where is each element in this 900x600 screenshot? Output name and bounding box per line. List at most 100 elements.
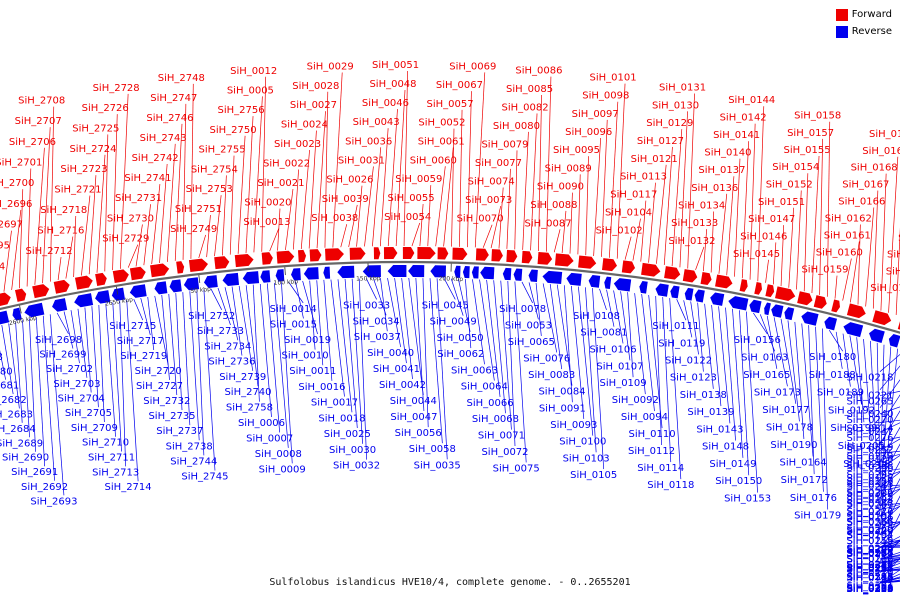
reverse-gene-label: SiH_2739	[219, 372, 266, 383]
reverse-gene-label: SiH_0214	[846, 572, 893, 583]
forward-gene-label: SiH_0046	[362, 98, 409, 109]
label-lines-layer	[0, 70, 900, 584]
reverse-gene-label: SiH_0275	[846, 548, 893, 559]
forward-label-line	[514, 150, 518, 250]
reverse-gene-arrow	[513, 268, 523, 281]
reverse-label-line	[870, 340, 878, 458]
reverse-gene-label: SiH_2698	[35, 335, 82, 346]
forward-gene-label: SiH_2696	[0, 199, 32, 210]
reverse-gene-label: SiH_0284	[846, 560, 893, 571]
reverse-label-line	[828, 329, 843, 352]
reverse-gene-label: SiH_0049	[430, 317, 477, 328]
reverse-gene-label: SiH_0276	[846, 433, 893, 444]
forward-label-line	[749, 123, 756, 280]
reverse-gene-arrow	[203, 275, 218, 289]
forward-gene-label: SiH_0095	[553, 145, 600, 156]
reverse-gene-label: SiH_2710	[82, 438, 129, 449]
forward-gene-label: SiH_0079	[481, 139, 528, 150]
forward-gene-label: SiH_2754	[191, 164, 238, 175]
reverse-gene-label: SiH_0105	[570, 470, 617, 481]
reverse-label-line	[773, 317, 788, 387]
reverse-gene-label: SiH_0304	[846, 584, 893, 595]
reverse-label-line	[0, 350, 6, 380]
legend: Forward Reverse	[835, 6, 892, 40]
forward-gene-arrow	[601, 258, 618, 272]
reverse-gene-label: SiH_0040	[367, 348, 414, 359]
reverse-gene-arrow	[749, 299, 762, 314]
reverse-label-line	[8, 323, 20, 409]
forward-gene-arrow	[641, 262, 661, 277]
forward-gene-label: SiH_2718	[40, 205, 87, 216]
forward-gene-label: SiH_0090	[537, 182, 584, 193]
reverse-label-line	[808, 325, 815, 475]
forward-gene-label: SiH_0130	[652, 100, 699, 111]
reverse-gene-arrow	[542, 270, 563, 284]
reverse-label-line	[578, 286, 594, 436]
reverse-label-line	[863, 339, 872, 441]
forward-label-line	[88, 175, 97, 275]
reverse-label-line	[879, 460, 900, 499]
reverse-label-line	[175, 293, 183, 411]
forward-label-line	[364, 166, 374, 247]
reverse-label-line	[140, 297, 151, 336]
forward-gene-label: SiH_0121	[631, 154, 678, 165]
forward-gene-label: SiH_0134	[678, 200, 725, 211]
reverse-label-line	[780, 318, 797, 404]
forward-label-line	[372, 147, 382, 247]
reverse-gene-arrow	[670, 285, 680, 299]
forward-label-line	[702, 229, 708, 272]
reverse-label-line	[450, 278, 464, 316]
reverse-label-line	[196, 290, 205, 456]
legend-reverse-swatch	[835, 25, 848, 38]
reverse-gene-label: SiH_2758	[226, 403, 273, 414]
reverse-gene-arrow	[655, 283, 669, 297]
reverse-label-line	[274, 282, 289, 448]
reverse-gene-label: SiH_0221	[846, 391, 893, 402]
forward-gene-label: SiH_0021	[257, 178, 304, 189]
forward-label-line	[292, 169, 299, 250]
forward-label-line	[135, 224, 143, 267]
reverse-gene-arrow	[784, 307, 795, 321]
reverse-label-line	[879, 394, 900, 427]
forward-gene-label: SiH_0024	[281, 120, 328, 131]
forward-gene-label: SiH_0144	[728, 95, 775, 106]
reverse-gene-label: SiH_0189	[817, 388, 864, 399]
reverse-gene-label: SiH_0209	[846, 477, 893, 488]
forward-label-line	[112, 114, 118, 271]
reverse-gene-label: SiH_0266	[846, 583, 893, 594]
forward-label-line	[522, 131, 529, 250]
reverse-gene-label: SiH_0207	[846, 531, 893, 542]
reverse-label-line	[697, 302, 704, 372]
forward-label-line	[608, 101, 619, 258]
forward-label-line	[151, 184, 161, 265]
reverse-gene-label: SiH_2715	[109, 321, 156, 332]
reverse-label-line	[542, 283, 558, 353]
reverse-label-line	[879, 422, 900, 433]
reverse-label-line	[599, 288, 607, 310]
reverse-gene-label: SiH_0011	[289, 366, 336, 377]
reverse-gene-label: SiH_0165	[743, 370, 790, 381]
forward-gene-label: SiH_2755	[198, 145, 245, 156]
reverse-gene-label: SiH_0233	[846, 560, 893, 571]
forward-label-line	[648, 182, 656, 263]
reverse-gene-arrow	[471, 266, 479, 279]
reverse-gene-label: SiH_0164	[779, 458, 826, 469]
reverse-label-line	[210, 288, 223, 310]
forward-label-line	[174, 123, 183, 261]
reverse-label-line	[606, 289, 615, 327]
reverse-gene-label: SiH_0009	[259, 464, 306, 475]
reverse-gene-label: SiH_0230	[846, 545, 893, 556]
reverse-gene-label: SiH_0176	[790, 493, 837, 504]
forward-gene-label: SiH_0085	[506, 84, 553, 95]
forward-gene-label: SiH_2724	[69, 144, 116, 155]
reverse-gene-label: SiH_2719	[120, 351, 167, 362]
reverse-gene-arrow	[843, 322, 864, 338]
reverse-gene-label: SiH_0063	[451, 365, 498, 376]
forward-gene-label: SiH_0129	[646, 118, 693, 129]
reverse-gene-label: SiH_0044	[390, 396, 437, 407]
reverse-label-line	[252, 284, 260, 402]
reverse-gene-label: SiH_0075	[493, 463, 540, 474]
reverse-gene-label: SiH_0345	[846, 480, 893, 491]
reverse-label-line	[879, 354, 900, 372]
reverse-label-line	[42, 315, 55, 481]
